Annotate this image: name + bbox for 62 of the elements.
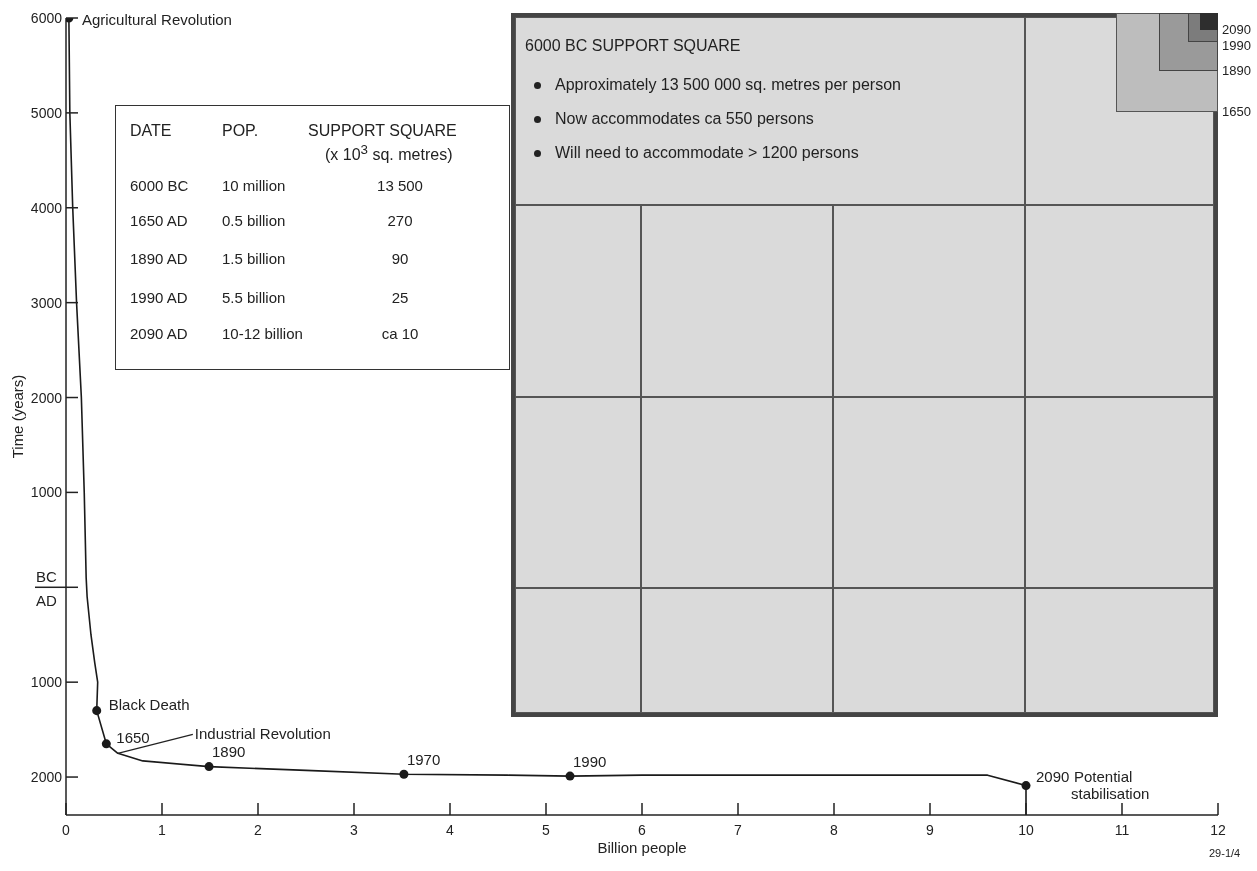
- y-tick-label: 2000: [30, 769, 63, 786]
- annotation: 1970: [406, 751, 441, 769]
- x-tick-label: 0: [62, 822, 71, 838]
- text: 29-1/4: [1209, 847, 1241, 859]
- annotation: 10 million: [222, 177, 286, 194]
- y-tick-label: 1000: [30, 674, 63, 691]
- annotation: Agricultural Revolution: [81, 11, 232, 28]
- x-tick-label: 9: [926, 822, 935, 838]
- annotation: ca 10: [380, 325, 420, 342]
- annotation: 2090 AD: [130, 325, 188, 342]
- annotation: 13 500: [376, 177, 424, 194]
- annotation: Will need to accommodate > 1200 persons: [555, 144, 859, 162]
- x-tick-label: 1: [158, 822, 167, 838]
- text: 1650: [1222, 104, 1251, 119]
- annotation: Approximately 13 500 000 sq. metres per person: [555, 76, 901, 94]
- annotation: POP.: [222, 122, 259, 140]
- annotation: Now accommodates ca 550 persons: [555, 110, 814, 128]
- annotation: 2090: [1036, 767, 1070, 785]
- text: BC: [36, 568, 57, 585]
- annotation: SUPPORT SQUARE: [308, 122, 457, 140]
- annotation: 1.5 billion: [222, 250, 286, 267]
- text: 2090: [1222, 22, 1251, 37]
- annotation: Black Death: [108, 695, 190, 713]
- y-tick-label: 6000: [30, 10, 63, 26]
- y-tick-label: 5000: [30, 104, 63, 121]
- x-tick-label: 10: [1018, 822, 1034, 838]
- y-tick-label: 4000: [30, 199, 63, 216]
- annotation: 25: [390, 289, 410, 306]
- annotation: (x 10$^{3}$ sq. metres): [325, 142, 453, 165]
- annotation: 1650 AD: [130, 212, 188, 229]
- annotation: 270: [386, 212, 414, 229]
- annotation: 90: [390, 250, 410, 267]
- y-tick-label: 2000: [30, 389, 63, 406]
- x-tick-label: 3: [350, 822, 359, 838]
- x-tick-label: 7: [734, 822, 743, 838]
- y-axis-title: Time (years): [9, 374, 27, 459]
- annotation: 6000 BC: [130, 177, 189, 194]
- x-tick-label: 8: [830, 822, 839, 838]
- x-tick-label: 4: [446, 822, 455, 838]
- annotation: 1890 AD: [130, 250, 188, 267]
- annotation: 10-12 billion: [222, 325, 303, 342]
- annotation: 1650: [116, 728, 150, 746]
- x-tick-label: 2: [254, 822, 263, 838]
- annotation: Industrial Revolution: [194, 725, 331, 743]
- annotation: 1890: [212, 742, 246, 760]
- x-axis-title: Billion people: [597, 839, 687, 856]
- annotation: 6000 BC SUPPORT SQUARE: [525, 37, 741, 55]
- x-tick-label: 12: [1210, 822, 1226, 838]
- text: 1890: [1222, 63, 1251, 78]
- annotation: 5.5 billion: [222, 289, 286, 306]
- x-tick-label: 6: [638, 822, 647, 838]
- x-tick-label: 5: [542, 822, 551, 838]
- y-tick-label: 1000: [30, 484, 63, 501]
- x-tick-label: 11: [1114, 822, 1130, 838]
- annotation: 1990 AD: [130, 289, 188, 306]
- text: 1990: [1222, 38, 1251, 53]
- annotation: DATE: [130, 122, 172, 140]
- annotation: 1990: [573, 753, 607, 771]
- text: AD: [36, 592, 57, 609]
- annotation: 0.5 billion: [222, 212, 286, 229]
- annotation: Potential stabilisation: [1071, 767, 1150, 802]
- y-tick-label: 3000: [30, 294, 63, 311]
